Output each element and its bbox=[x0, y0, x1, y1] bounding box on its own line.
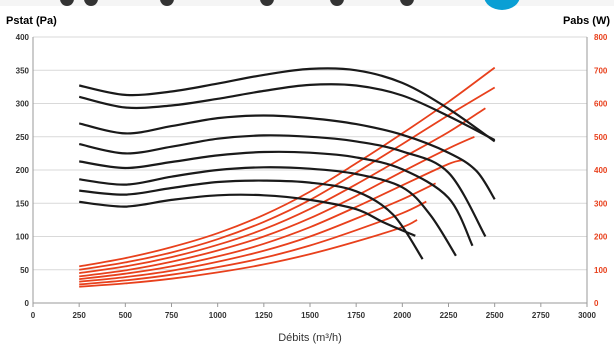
y-tick-label: 300 bbox=[16, 100, 30, 109]
y-tick-label: 50 bbox=[20, 266, 29, 275]
y2-tick-label: 800 bbox=[594, 33, 608, 42]
x-tick-label: 750 bbox=[165, 311, 179, 320]
x-tick-label: 2500 bbox=[486, 311, 504, 320]
y-tick-label: 0 bbox=[25, 299, 30, 308]
x-tick-label: 2750 bbox=[532, 311, 550, 320]
cropped-header-glyph bbox=[260, 0, 274, 6]
brand-circle-icon bbox=[484, 0, 520, 10]
pressure-curve bbox=[79, 166, 457, 257]
y-tick-label: 200 bbox=[16, 166, 30, 175]
x-tick-label: 500 bbox=[119, 311, 133, 320]
y-tick-label: 150 bbox=[16, 199, 30, 208]
power-curves bbox=[79, 66, 496, 288]
y-tick-label: 100 bbox=[16, 233, 30, 242]
y-tick-label: 350 bbox=[16, 66, 30, 75]
power-curve bbox=[79, 219, 418, 288]
pressure-curve bbox=[78, 67, 496, 143]
x-tick-label: 2250 bbox=[440, 311, 458, 320]
y-axis-title: Pstat (Pa) bbox=[6, 15, 57, 27]
cropped-header-glyph bbox=[400, 0, 414, 6]
y2-tick-label: 700 bbox=[594, 66, 608, 75]
pressure-curve bbox=[79, 193, 416, 237]
x-tick-label: 2000 bbox=[393, 311, 411, 320]
pressure-curve bbox=[79, 179, 424, 260]
power-curve bbox=[79, 107, 486, 274]
y2-tick-label: 600 bbox=[594, 100, 608, 109]
y2-tick-label: 0 bbox=[594, 299, 599, 308]
power-curve bbox=[79, 200, 427, 286]
cropped-header-glyph bbox=[330, 0, 344, 6]
cropped-header-glyph bbox=[160, 0, 174, 6]
x-tick-label: 1250 bbox=[255, 311, 273, 320]
pressure-curves bbox=[78, 67, 496, 260]
tick-labels: 0 50 100 150 200 250 300 350 400 0 100 200 300 400 500… bbox=[16, 33, 608, 320]
y2-tick-label: 200 bbox=[594, 233, 608, 242]
pressure-curve bbox=[78, 134, 487, 238]
y-tick-label: 400 bbox=[16, 33, 30, 42]
y2-tick-label: 400 bbox=[594, 166, 608, 175]
power-curve bbox=[79, 66, 496, 268]
power-curve bbox=[79, 86, 496, 271]
pressure-curve bbox=[79, 150, 474, 247]
x-tick-label: 1500 bbox=[301, 311, 319, 320]
x-tick-label: 1750 bbox=[347, 311, 365, 320]
pressure-curve bbox=[78, 83, 496, 142]
x-tick-label: 0 bbox=[31, 311, 36, 320]
y2-tick-label: 500 bbox=[594, 133, 608, 142]
cropped-header-glyph bbox=[84, 0, 98, 6]
cropped-header-glyph bbox=[60, 0, 74, 6]
power-curve bbox=[79, 159, 464, 280]
pressure-curve bbox=[78, 114, 496, 200]
y2-tick-label: 300 bbox=[594, 199, 608, 208]
x-axis-title: Débits (m³/h) bbox=[278, 332, 342, 344]
x-tick-label: 1000 bbox=[209, 311, 227, 320]
y2-tick-label: 100 bbox=[594, 266, 608, 275]
y-tick-label: 250 bbox=[16, 133, 30, 142]
y2-axis-title: Pabs (W) bbox=[563, 15, 610, 27]
x-tick-label: 250 bbox=[72, 311, 86, 320]
cropped-header-band bbox=[0, 0, 614, 10]
power-curve bbox=[79, 182, 436, 283]
x-tick-label: 3000 bbox=[578, 311, 596, 320]
chart-grid bbox=[32, 36, 588, 307]
